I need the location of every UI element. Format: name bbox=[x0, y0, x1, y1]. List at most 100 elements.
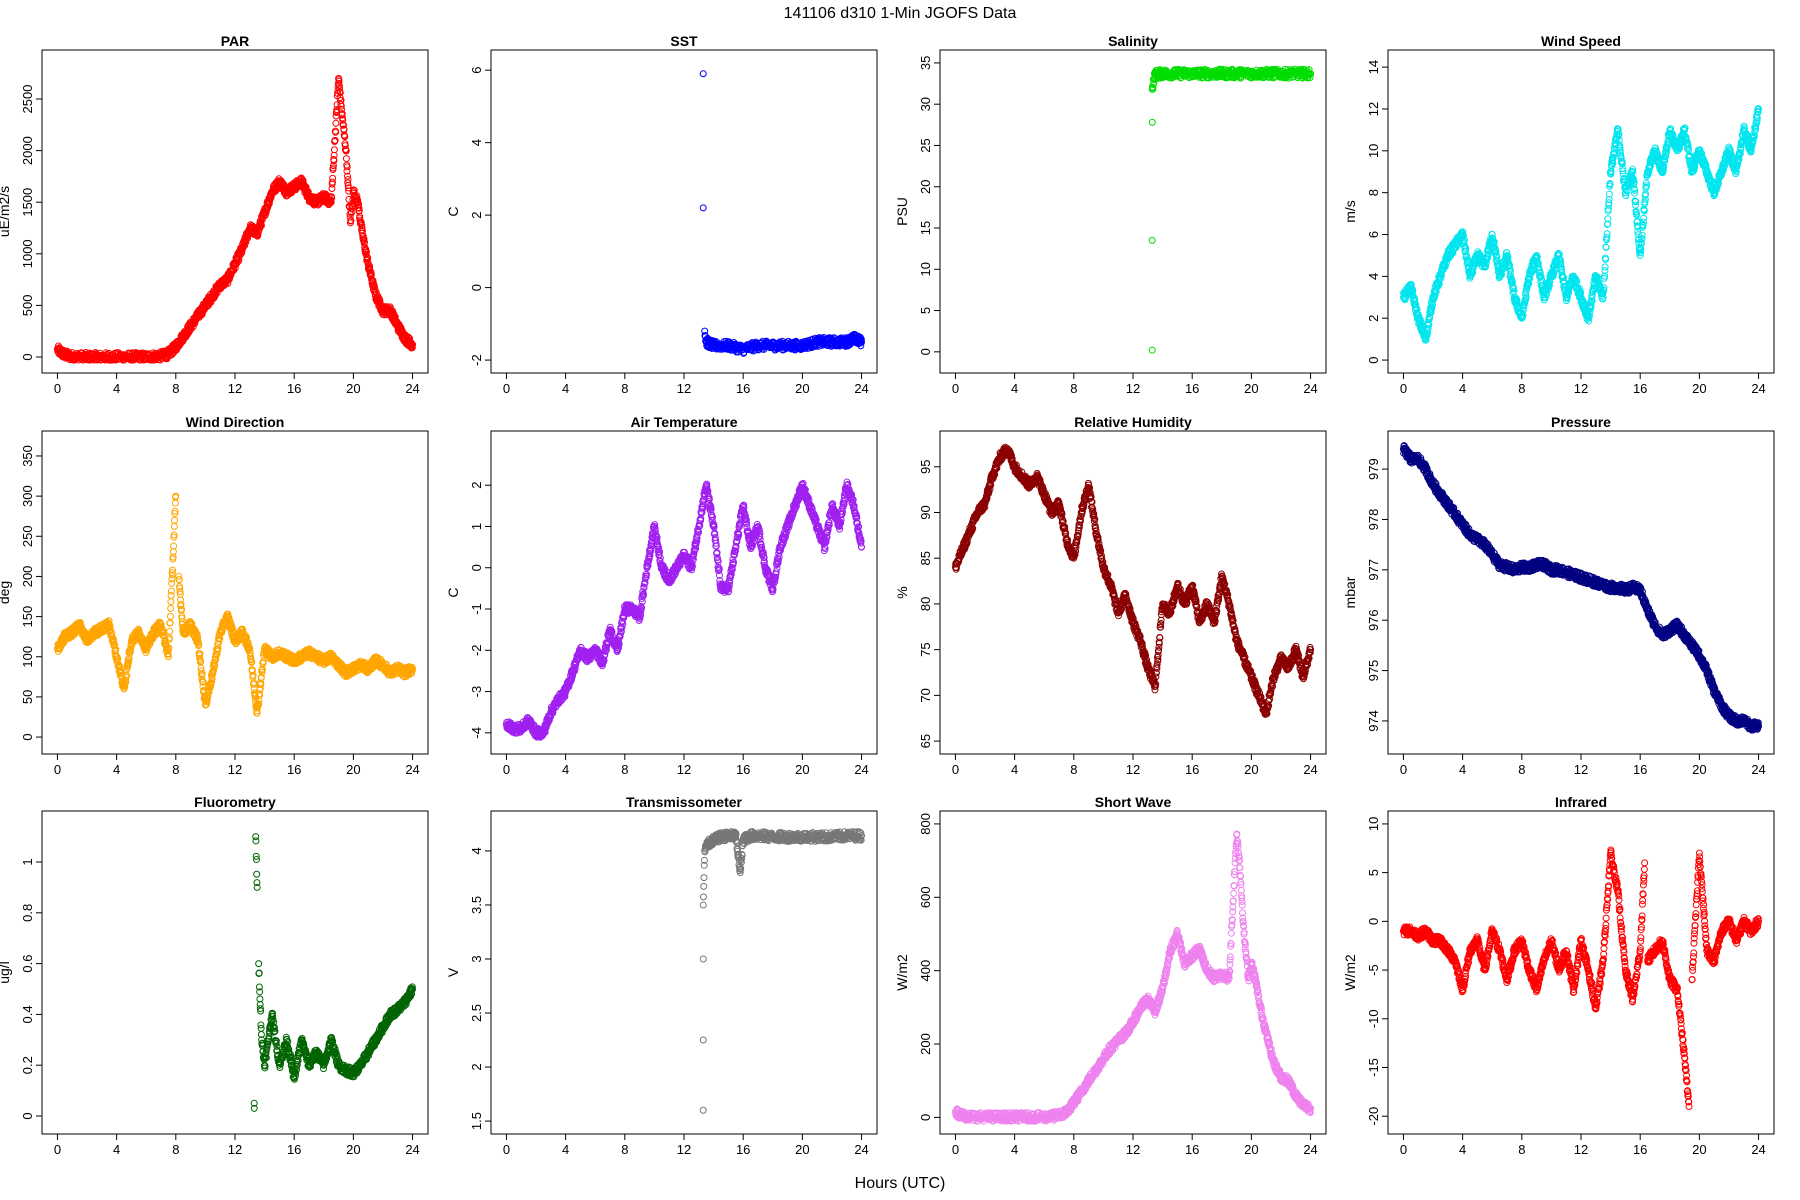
data-point-par bbox=[335, 77, 343, 85]
x-tick-label-par: 20 bbox=[346, 381, 360, 396]
data-point-par bbox=[344, 179, 352, 187]
data-point-par bbox=[265, 200, 273, 208]
y-tick-label-sst: 2 bbox=[469, 212, 484, 219]
y-tick-label-salinity: 20 bbox=[918, 180, 933, 194]
data-point-par bbox=[342, 155, 350, 163]
data-point-par bbox=[337, 102, 345, 110]
data-point-par bbox=[333, 101, 341, 109]
y-axis-label-wind-direction: deg bbox=[0, 581, 12, 604]
x-tick-label-wind-speed: 0 bbox=[1400, 381, 1407, 396]
data-point-par bbox=[213, 289, 221, 297]
y-tick-label-par: 0 bbox=[20, 353, 35, 360]
data-point-par bbox=[347, 217, 355, 225]
x-tick-label-par: 0 bbox=[54, 381, 61, 396]
y-tick-label-wind-direction: 350 bbox=[20, 445, 35, 467]
data-point-par bbox=[233, 259, 241, 267]
y-tick-label-par: 1500 bbox=[20, 188, 35, 217]
data-point-wind-direction bbox=[167, 587, 175, 595]
x-tick-label-wind-speed: 4 bbox=[1459, 381, 1466, 396]
y-tick-label-sst: 6 bbox=[469, 67, 484, 74]
data-point-wind-direction bbox=[170, 542, 178, 550]
data-point-sst bbox=[699, 70, 707, 78]
panel-title-wind-speed: Wind Speed bbox=[1541, 33, 1621, 49]
data-point-par bbox=[332, 119, 340, 127]
data-point-wind-direction bbox=[170, 522, 178, 530]
data-point-par bbox=[357, 218, 365, 226]
y-tick-label-par: 500 bbox=[20, 295, 35, 317]
data-point-wind-direction bbox=[171, 499, 179, 507]
data-point-par bbox=[376, 296, 384, 304]
data-point-par bbox=[339, 116, 347, 124]
data-point-wind-direction bbox=[166, 612, 174, 620]
x-tick-label-sst: 12 bbox=[677, 381, 691, 396]
plot-frame-wind-direction bbox=[41, 430, 429, 755]
panel-title-wind-direction: Wind Direction bbox=[186, 414, 285, 430]
plot-frame-par bbox=[41, 49, 429, 374]
x-tick-label-par: 16 bbox=[287, 381, 301, 396]
x-tick-label-wind-speed: 16 bbox=[1633, 381, 1647, 396]
y-tick-label-salinity: 10 bbox=[918, 262, 933, 276]
y-tick-label-salinity: 0 bbox=[918, 348, 933, 355]
x-tick-label-wind-direction: 20 bbox=[346, 762, 360, 777]
figure-xlabel: Hours (UTC) bbox=[855, 1175, 946, 1192]
data-point-wind-speed bbox=[1602, 243, 1610, 251]
series-sst bbox=[699, 70, 866, 357]
data-point-par bbox=[336, 84, 344, 92]
y-tick-label-salinity: 35 bbox=[918, 56, 933, 70]
data-point-par bbox=[355, 207, 363, 215]
data-point-par bbox=[343, 167, 351, 175]
y-tick-label-wind-direction: 0 bbox=[20, 733, 35, 740]
data-point-par bbox=[339, 114, 347, 122]
y-tick-label-par: 2000 bbox=[20, 136, 35, 165]
y-tick-label-sst: 4 bbox=[469, 139, 484, 146]
x-tick-label-wind-direction: 24 bbox=[405, 762, 419, 777]
data-point-salinity bbox=[1148, 118, 1156, 126]
data-point-par bbox=[358, 227, 366, 235]
x-tick-label-sst: 20 bbox=[795, 381, 809, 396]
data-point-wind-direction bbox=[166, 627, 174, 635]
x-tick-label-salinity: 0 bbox=[952, 381, 959, 396]
y-tick-label-salinity: 25 bbox=[918, 138, 933, 152]
data-point-par bbox=[353, 192, 361, 200]
data-point-par bbox=[329, 174, 337, 182]
panel-title-salinity: Salinity bbox=[1108, 33, 1158, 49]
data-point-wind-direction bbox=[171, 516, 179, 524]
x-tick-label-wind-speed: 20 bbox=[1692, 381, 1706, 396]
data-point-sst bbox=[699, 204, 707, 212]
y-axis-label-sst: C bbox=[445, 206, 461, 216]
data-point-sst bbox=[756, 344, 764, 352]
figure-title: 141106 d310 1-Min JGOFS Data bbox=[784, 5, 1017, 22]
x-tick-label-par: 8 bbox=[172, 381, 179, 396]
data-point-par bbox=[374, 294, 382, 302]
x-tick-label-sst: 24 bbox=[854, 381, 868, 396]
x-tick-label-salinity: 4 bbox=[1011, 381, 1018, 396]
y-tick-label-wind-direction: 250 bbox=[20, 525, 35, 547]
y-axis-label-wind-speed: m/s bbox=[1342, 200, 1358, 223]
x-tick-label-sst: 4 bbox=[562, 381, 569, 396]
data-point-par bbox=[338, 110, 346, 118]
y-tick-label-wind-speed: 2 bbox=[1366, 315, 1381, 322]
data-point-par bbox=[325, 200, 333, 208]
series-wind-speed bbox=[1399, 105, 1763, 344]
x-tick-label-wind-speed: 24 bbox=[1751, 381, 1765, 396]
x-tick-label-par: 24 bbox=[405, 381, 419, 396]
data-point-par bbox=[376, 298, 384, 306]
data-point-par bbox=[366, 262, 374, 270]
panel-title-par: PAR bbox=[221, 33, 250, 49]
y-tick-label-wind-speed: 10 bbox=[1366, 144, 1381, 158]
data-point-wind-direction bbox=[167, 604, 175, 612]
data-point-par bbox=[336, 89, 344, 97]
x-tick-label-sst: 16 bbox=[736, 381, 750, 396]
data-point-par bbox=[409, 341, 417, 349]
data-point-par bbox=[242, 238, 250, 246]
y-tick-label-wind-speed: 6 bbox=[1366, 231, 1381, 238]
data-point-par bbox=[329, 164, 337, 172]
data-point-par bbox=[328, 194, 336, 202]
x-tick-label-wind-speed: 8 bbox=[1518, 381, 1525, 396]
x-tick-label-sst: 8 bbox=[621, 381, 628, 396]
data-point-par bbox=[332, 128, 340, 136]
